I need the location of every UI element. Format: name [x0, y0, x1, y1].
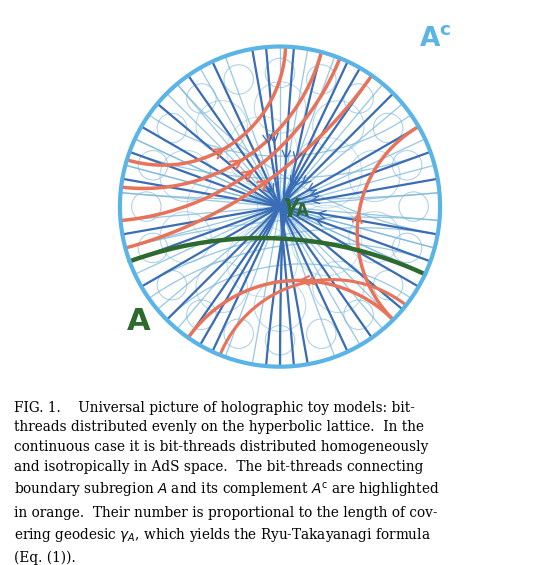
Text: $\mathbf{A}$$\mathbf{^c}$: $\mathbf{A}$$\mathbf{^c}$: [419, 25, 451, 51]
Text: $\mathbf{A}$: $\mathbf{A}$: [127, 307, 152, 336]
Text: $\boldsymbol{\gamma}_{\!\mathbf{A}}$: $\boldsymbol{\gamma}_{\!\mathbf{A}}$: [282, 194, 310, 219]
Text: FIG. 1.    Universal picture of holographic toy models: bit-
threads distributed: FIG. 1. Universal picture of holographic…: [14, 401, 440, 564]
